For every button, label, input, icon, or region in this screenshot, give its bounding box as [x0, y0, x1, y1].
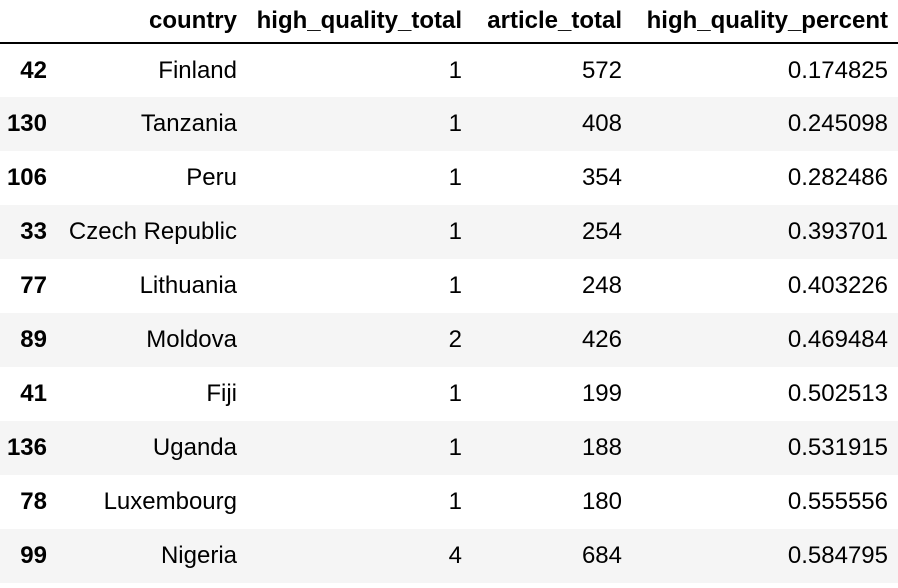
- table-row: 106 Peru 1 354 0.282486: [0, 151, 898, 205]
- cell-article-total: 248: [581, 272, 622, 299]
- cell-country: Uganda: [152, 434, 237, 461]
- row-index: 33: [20, 218, 47, 245]
- cell-high-quality-total: 1: [448, 218, 462, 245]
- cell-country: Czech Republic: [68, 218, 237, 245]
- cell-high-quality-percent: 0.282486: [787, 164, 888, 191]
- cell-country: Moldova: [146, 326, 237, 353]
- table-row: 42 Finland 1 572 0.174825: [0, 43, 898, 97]
- cell-article-total: 188: [581, 434, 622, 461]
- table-body: 42 Finland 1 572 0.174825 130 Tanzania 1…: [0, 43, 898, 583]
- header-high-quality-percent: high_quality_percent: [632, 0, 898, 44]
- cell-country: Lithuania: [139, 272, 237, 299]
- header-high-quality-total: high_quality_total: [247, 0, 472, 44]
- cell-high-quality-total: 1: [448, 164, 462, 191]
- cell-high-quality-percent: 0.469484: [787, 326, 888, 353]
- cell-high-quality-percent: 0.174825: [787, 56, 888, 84]
- cell-country: Finland: [158, 56, 237, 84]
- table-row: 78 Luxembourg 1 180 0.555556: [0, 475, 898, 529]
- cell-high-quality-percent: 0.403226: [787, 272, 888, 299]
- cell-country: Peru: [186, 164, 237, 191]
- row-index: 77: [20, 272, 47, 299]
- cell-high-quality-total: 1: [448, 272, 462, 299]
- cell-article-total: 180: [581, 488, 622, 515]
- cell-article-total: 572: [581, 56, 622, 84]
- header-index: [0, 0, 55, 44]
- row-index: 136: [6, 434, 47, 461]
- cell-article-total: 426: [581, 326, 622, 353]
- row-index: 41: [20, 380, 47, 407]
- row-index: 106: [6, 164, 47, 191]
- cell-article-total: 684: [581, 542, 622, 569]
- cell-high-quality-percent: 0.531915: [787, 434, 888, 461]
- cell-high-quality-percent: 0.502513: [787, 380, 888, 407]
- table-row: 130 Tanzania 1 408 0.245098: [0, 97, 898, 151]
- table-row: 33 Czech Republic 1 254 0.393701: [0, 205, 898, 259]
- cell-article-total: 254: [581, 218, 622, 245]
- cell-high-quality-percent: 0.555556: [787, 488, 888, 515]
- cell-high-quality-total: 4: [448, 542, 462, 569]
- cell-country: Nigeria: [160, 542, 237, 569]
- cell-high-quality-total: 1: [448, 488, 462, 515]
- cell-high-quality-total: 2: [448, 326, 462, 353]
- cell-high-quality-percent: 0.245098: [787, 110, 888, 137]
- row-index: 78: [20, 488, 47, 515]
- row-index: 130: [6, 110, 47, 137]
- cell-high-quality-total: 1: [448, 434, 462, 461]
- cell-article-total: 354: [581, 164, 622, 191]
- table-row: 136 Uganda 1 188 0.531915: [0, 421, 898, 475]
- cell-high-quality-total: 1: [448, 56, 462, 84]
- cell-article-total: 199: [581, 380, 622, 407]
- cell-article-total: 408: [581, 110, 622, 137]
- cell-high-quality-total: 1: [448, 110, 462, 137]
- cell-country: Fiji: [206, 380, 237, 407]
- cell-country: Luxembourg: [103, 488, 237, 515]
- cell-high-quality-percent: 0.393701: [787, 218, 888, 245]
- cell-high-quality-total: 1: [448, 380, 462, 407]
- table-header: country high_quality_total article_total…: [0, 0, 898, 44]
- table-row: 99 Nigeria 4 684 0.584795: [0, 529, 898, 583]
- cell-high-quality-percent: 0.584795: [787, 542, 888, 569]
- cell-country: Tanzania: [140, 110, 237, 137]
- row-index: 89: [20, 326, 47, 353]
- row-index: 42: [20, 56, 47, 84]
- table-row: 89 Moldova 2 426 0.469484: [0, 313, 898, 367]
- header-country: country: [55, 0, 247, 44]
- header-row: country high_quality_total article_total…: [0, 0, 898, 44]
- table-row: 41 Fiji 1 199 0.502513: [0, 367, 898, 421]
- header-article-total: article_total: [472, 0, 632, 44]
- row-index: 99: [20, 542, 47, 569]
- table-row: 77 Lithuania 1 248 0.403226: [0, 259, 898, 313]
